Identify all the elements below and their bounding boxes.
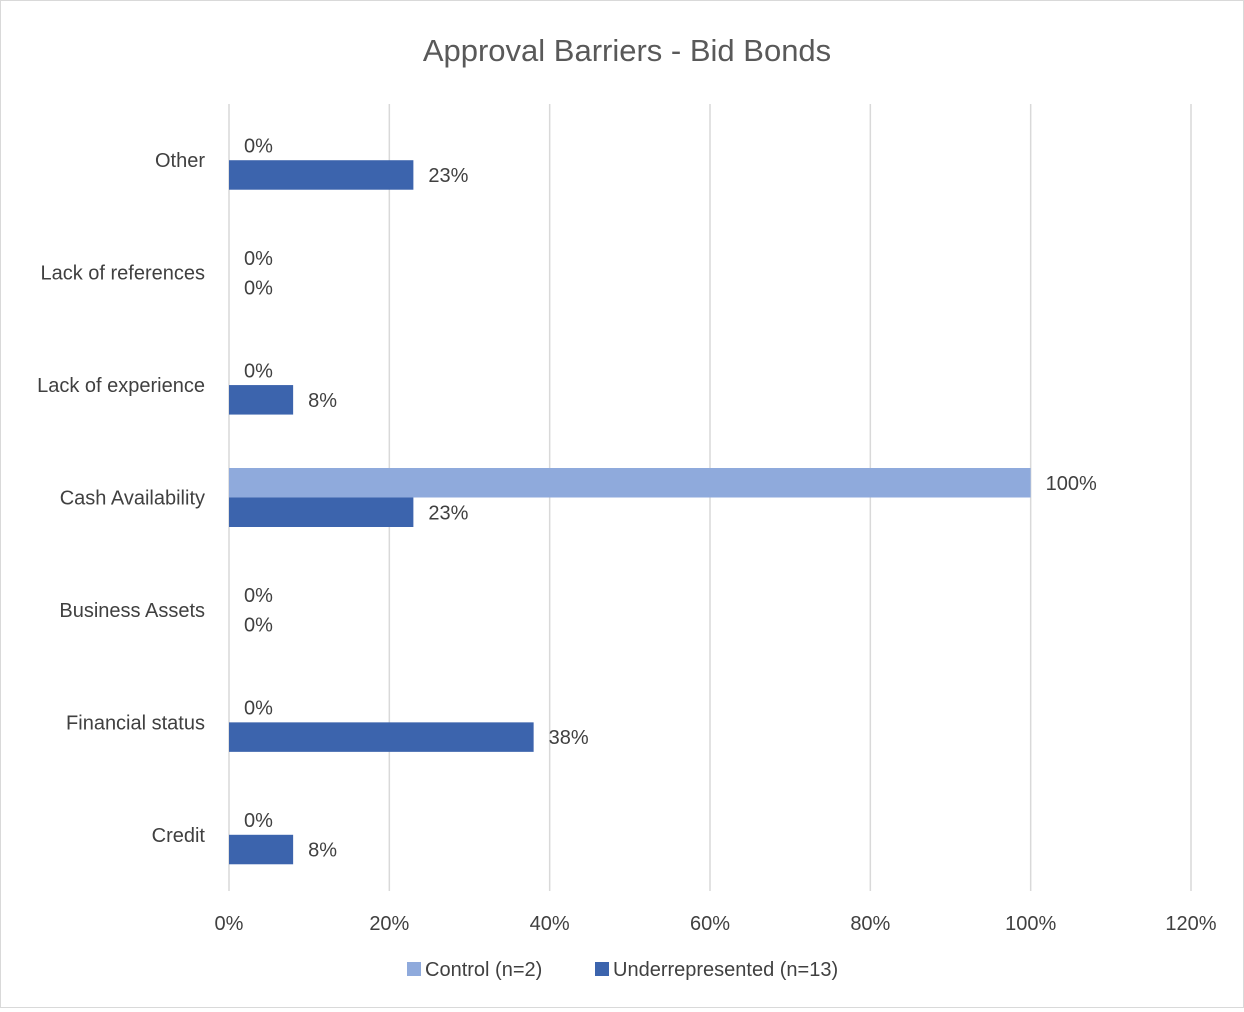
legend-swatch	[407, 962, 421, 976]
data-label: 0%	[244, 277, 273, 299]
category-label: Financial status	[66, 712, 205, 734]
bar-underrepresented	[229, 160, 414, 190]
bars	[229, 160, 1031, 865]
category-label: Cash Availability	[60, 488, 205, 510]
data-label: 23%	[428, 165, 468, 187]
legend-label: Underrepresented (n=13)	[613, 959, 838, 981]
data-labels: 0% 8% 0% 38% 0% 0% 100% 23% 0% 8% 0% 0% 0% 23%	[244, 135, 1097, 861]
x-tick-label: 60%	[690, 913, 730, 935]
data-label: 0%	[244, 248, 273, 270]
category-label: Lack of experience	[37, 375, 205, 397]
data-label: 0%	[244, 810, 273, 832]
data-label: 100%	[1046, 473, 1097, 495]
x-tick-label: 100%	[1005, 913, 1056, 935]
data-label: 0%	[244, 698, 273, 720]
x-tick-label: 80%	[850, 913, 890, 935]
x-tick-label: 120%	[1165, 913, 1216, 935]
legend-item-underrepresented[interactable]: Underrepresented (n=13)	[595, 959, 838, 981]
legend-label: Control (n=2)	[425, 959, 542, 981]
bar-underrepresented	[229, 497, 414, 527]
data-label: 0%	[244, 360, 273, 382]
category-label: Other	[155, 150, 205, 172]
category-label: Business Assets	[59, 600, 205, 622]
category-axis: Credit Financial status Business Assets Cas…	[37, 150, 205, 847]
x-tick-label: 0%	[215, 913, 244, 935]
data-label: 8%	[308, 390, 337, 412]
data-label: 38%	[549, 727, 589, 749]
legend[interactable]: Control (n=2) Underrepresented (n=13)	[407, 959, 838, 981]
chart-title: Approval Barriers - Bid Bonds	[423, 33, 831, 68]
value-axis: 0% 20% 40% 60% 80% 100% 120%	[215, 913, 1217, 935]
x-tick-label: 40%	[530, 913, 570, 935]
category-label: Lack of references	[40, 263, 205, 285]
bar-control	[229, 468, 1031, 498]
x-tick-label: 20%	[369, 913, 409, 935]
bar-underrepresented	[229, 385, 294, 415]
data-label: 0%	[244, 135, 273, 157]
legend-item-control[interactable]: Control (n=2)	[407, 959, 542, 981]
data-label: 0%	[244, 585, 273, 607]
data-label: 8%	[308, 840, 337, 862]
category-label: Credit	[152, 825, 206, 847]
bar-underrepresented	[229, 722, 534, 752]
data-label: 23%	[428, 502, 468, 524]
bar-underrepresented	[229, 834, 294, 865]
legend-swatch	[595, 962, 609, 976]
data-label: 0%	[244, 615, 273, 637]
